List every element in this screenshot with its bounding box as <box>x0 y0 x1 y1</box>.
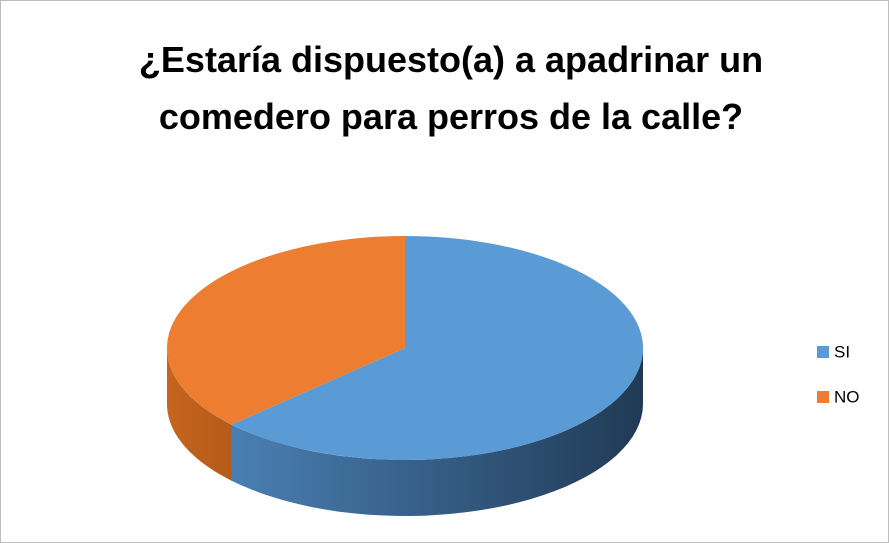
legend-label: SI <box>834 342 850 361</box>
slice-side <box>231 348 643 516</box>
chart-title: ¿Estaría dispuesto(a) a apadrinar un com… <box>138 39 764 137</box>
legend-label: NO <box>834 387 860 406</box>
slice <box>167 236 405 425</box>
slice <box>231 236 643 460</box>
slice-side <box>167 348 232 481</box>
legend-swatch <box>817 391 829 403</box>
legend-swatch <box>817 346 829 358</box>
